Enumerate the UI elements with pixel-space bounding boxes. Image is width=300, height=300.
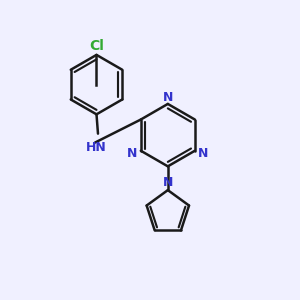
Text: Cl: Cl bbox=[89, 39, 104, 53]
Text: N: N bbox=[127, 147, 138, 160]
Text: N: N bbox=[163, 91, 173, 104]
Text: N: N bbox=[163, 176, 174, 189]
Text: N: N bbox=[198, 147, 208, 160]
Text: HN: HN bbox=[86, 141, 107, 154]
